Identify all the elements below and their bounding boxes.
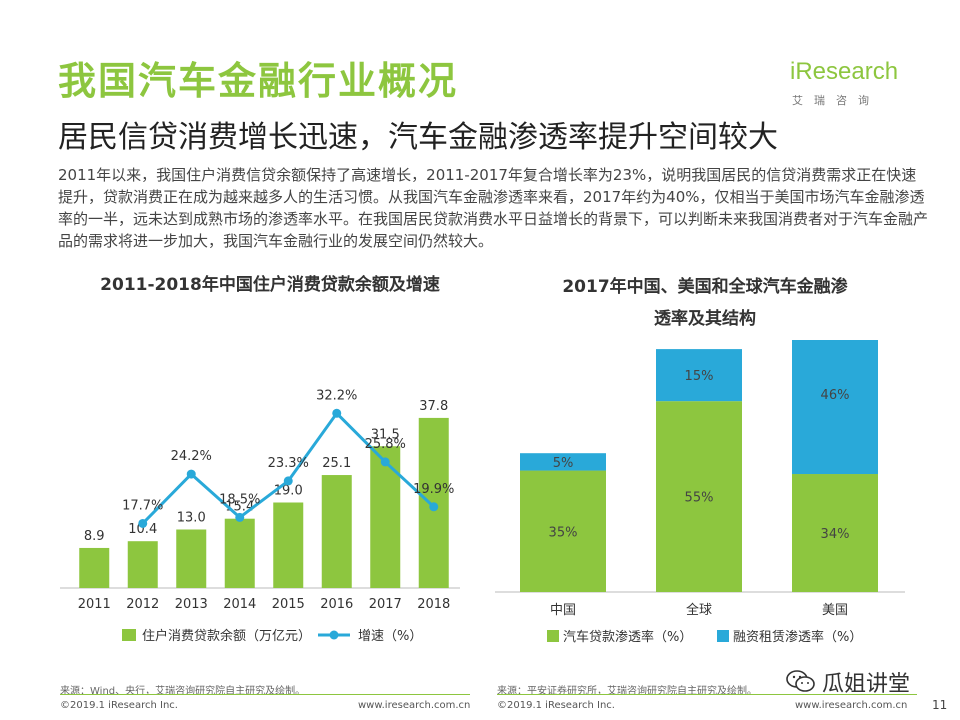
balance-bar-label: 10.4 xyxy=(128,522,157,537)
page-subtitle: 居民信贷消费增长迅速，汽车金融渗透率提升空间较大 xyxy=(58,120,778,155)
legend-swatch-leasing xyxy=(717,630,729,642)
logo-subtitle: 艾瑞咨询 xyxy=(792,94,880,107)
growth-rate-point xyxy=(235,512,245,522)
right-copyright: ©2019.1 iResearch Inc. xyxy=(497,700,615,711)
growth-rate-label: 32.2% xyxy=(316,388,357,403)
page-title: 我国汽车金融行业概况 xyxy=(58,59,459,103)
leasing-label: 46% xyxy=(821,388,850,403)
x-tick-label: 2017 xyxy=(369,597,402,612)
x-tick-label: 美国 xyxy=(822,603,848,618)
balance-bar xyxy=(224,518,255,588)
x-tick-label: 2013 xyxy=(175,597,208,612)
right-chart-title-line2: 透率及其结构 xyxy=(654,309,756,329)
x-tick-label: 中国 xyxy=(550,603,576,618)
leasing-label: 5% xyxy=(553,456,574,471)
balance-bar-label: 25.1 xyxy=(322,456,351,471)
growth-rate-label: 23.3% xyxy=(268,456,309,471)
left-chart: 8.9201110.4201213.0201315.4201419.020152… xyxy=(60,388,460,644)
left-copyright: ©2019.1 iResearch Inc. xyxy=(60,700,178,711)
balance-bar xyxy=(176,529,207,588)
growth-rate-point xyxy=(429,502,439,512)
logo-text: iResearch xyxy=(790,58,899,85)
legend-swatch-auto-loan xyxy=(547,630,559,642)
balance-bar xyxy=(321,475,352,588)
legend-marker-growth xyxy=(329,630,339,640)
balance-bar xyxy=(127,541,158,588)
legend-label-growth: 增速（%） xyxy=(358,629,422,644)
x-tick-label: 2014 xyxy=(223,597,256,612)
x-tick-label: 2018 xyxy=(417,597,450,612)
legend-swatch-balance xyxy=(122,629,136,641)
growth-rate-label: 17.7% xyxy=(122,498,163,513)
balance-bar xyxy=(273,502,304,588)
balance-bar-label: 37.8 xyxy=(419,399,448,414)
page-number: 11 xyxy=(932,698,948,712)
growth-rate-point xyxy=(332,408,342,418)
right-footer-rule xyxy=(497,694,917,695)
leasing-label: 15% xyxy=(685,369,714,384)
left-website: www.iresearch.com.cn xyxy=(358,700,471,711)
intro-paragraph: 2011年以来，我国住户消费信贷余额保持了高速增长，2011-2017年复合增长… xyxy=(58,166,929,250)
growth-rate-point xyxy=(380,457,390,467)
auto-loan-segment xyxy=(520,470,606,592)
legend-label-auto-loan: 汽车贷款渗透率（%） xyxy=(563,629,692,645)
growth-rate-label: 25.8% xyxy=(365,437,406,452)
x-tick-label: 全球 xyxy=(686,602,712,618)
balance-bar xyxy=(370,446,401,588)
auto-loan-segment xyxy=(656,401,742,592)
right-website: www.iresearch.com.cn xyxy=(795,700,908,711)
balance-bar-label: 13.0 xyxy=(177,511,206,526)
right-source-note: 来源：平安证券研究所，艾瑞咨询研究院自主研究及绘制。 xyxy=(497,686,757,697)
iresearch-logo: iResearch xyxy=(790,58,920,108)
growth-rate-label: 24.2% xyxy=(171,449,212,464)
x-tick-label: 2015 xyxy=(272,597,305,612)
balance-bar xyxy=(79,547,110,588)
left-source-note: 来源：Wind、央行，艾瑞咨询研究院自主研究及绘制。 xyxy=(60,686,306,697)
leasing-segment xyxy=(792,340,878,475)
leasing-segment xyxy=(520,453,606,471)
left-footer-rule xyxy=(60,694,470,695)
wechat-icon xyxy=(786,670,815,692)
auto-loan-label: 34% xyxy=(821,527,850,542)
growth-rate-point xyxy=(283,476,293,486)
x-tick-label: 2016 xyxy=(320,597,353,612)
auto-loan-label: 55% xyxy=(685,491,714,506)
left-chart-title: 2011-2018年中国住户消费贷款余额及增速 xyxy=(100,275,440,295)
auto-loan-segment xyxy=(792,474,878,592)
auto-loan-label: 35% xyxy=(549,525,578,540)
balance-bar-label: 31.5 xyxy=(371,427,400,442)
right-chart-title-line1: 2017年中国、美国和全球汽车金融渗 xyxy=(562,277,848,297)
legend-label-balance: 住户消费贷款余额（万亿元） xyxy=(142,628,311,644)
x-tick-label: 2012 xyxy=(126,597,159,612)
growth-rate-label: 18.5% xyxy=(219,492,260,507)
leasing-segment xyxy=(656,349,742,402)
legend-label-leasing: 融资租赁渗透率（%） xyxy=(733,629,862,645)
wechat-account-label: 瓜姐讲堂 xyxy=(822,672,911,697)
x-tick-label: 2011 xyxy=(78,597,111,612)
balance-bar-label: 19.0 xyxy=(274,484,303,499)
growth-rate-point xyxy=(138,518,148,528)
growth-rate-label: 19.9% xyxy=(413,482,454,497)
balance-bar-label: 8.9 xyxy=(84,529,105,544)
growth-rate-point xyxy=(186,469,196,479)
